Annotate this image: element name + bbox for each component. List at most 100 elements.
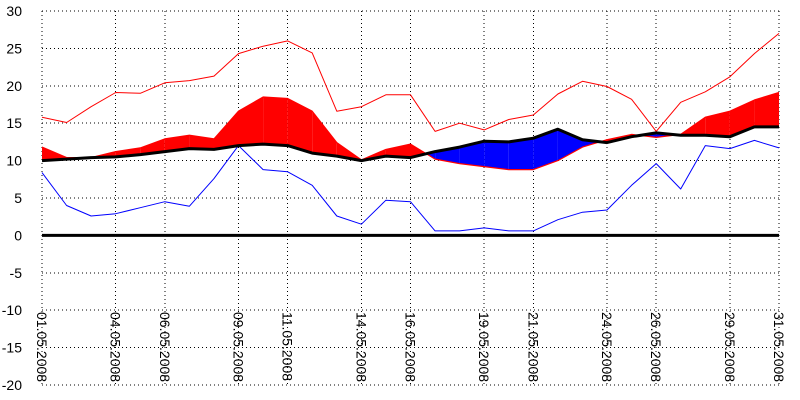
chart-series-lines [41, 33, 780, 237]
data-point-min [287, 171, 288, 172]
series-line-mean [41, 91, 780, 171]
data-point-min [66, 205, 67, 206]
data-point-min [508, 230, 509, 231]
data-point-min [435, 230, 436, 231]
data-point-mean [582, 147, 583, 148]
data-point-min [361, 224, 362, 225]
data-point-mean [435, 159, 436, 160]
data-point-min [582, 212, 583, 213]
y-axis-ticks: 30 25 20 15 10 5 0 -5 -10 -15 -20 [2, 3, 22, 393]
data-point-norm [115, 156, 116, 157]
data-point-mean [115, 151, 116, 152]
data-point-max [533, 114, 534, 115]
x-tick-label: 31.05.2008 [771, 312, 787, 382]
fill-above-norm [189, 135, 214, 150]
data-point-min [533, 230, 534, 231]
data-point-norm [66, 159, 67, 160]
data-point-max [557, 94, 558, 95]
data-point-mean [263, 97, 264, 98]
data-point-min [705, 145, 706, 146]
data-point-max [385, 94, 386, 95]
data-point-norm [705, 135, 706, 136]
data-point-mean [42, 147, 43, 148]
data-point-norm [582, 139, 583, 140]
data-point-max [680, 102, 681, 103]
data-point-min [680, 189, 681, 190]
x-axis-ticks: 01.05.2008 04.05.2008 06.05.2008 09.05.2008… [34, 312, 787, 382]
data-point-max [361, 106, 362, 107]
data-point-norm [484, 141, 485, 142]
data-point-norm [680, 135, 681, 136]
data-point-norm [435, 151, 436, 152]
data-point-max [66, 122, 67, 123]
x-tick-label: 06.05.2008 [157, 312, 173, 382]
data-point-norm [263, 144, 264, 145]
data-point-min [213, 178, 214, 179]
y-tick-label: 0 [14, 227, 22, 243]
fill-below-norm [484, 141, 509, 170]
y-tick-label: 25 [6, 40, 22, 56]
fill-above-norm [312, 111, 337, 157]
series-line-min [41, 139, 780, 232]
data-point-max [312, 52, 313, 53]
data-point-min [238, 145, 239, 146]
series-line-norm [41, 125, 779, 163]
x-tick-label: 11.05.2008 [280, 312, 296, 381]
data-point-norm [754, 126, 755, 127]
y-tick-label: 20 [6, 78, 22, 94]
y-tick-label: 5 [14, 190, 22, 206]
fill-above-norm [140, 138, 165, 155]
data-point-mean [656, 137, 657, 138]
data-point-max [656, 131, 657, 132]
data-point-max [779, 33, 780, 34]
data-point-min [312, 185, 313, 186]
fill-below-norm [533, 129, 558, 170]
data-point-max [631, 99, 632, 100]
data-point-norm [729, 136, 730, 137]
x-tick-label: 04.05.2008 [108, 312, 124, 382]
data-point-min [42, 172, 43, 173]
fill-above-norm [705, 111, 730, 137]
data-point-max [410, 94, 411, 95]
data-point-norm [533, 138, 534, 139]
y-tick-label: -10 [2, 302, 22, 318]
data-point-mean [213, 138, 214, 139]
x-tick-label: 29.05.2008 [722, 312, 738, 382]
data-point-norm [459, 147, 460, 148]
data-point-mean [484, 166, 485, 167]
data-point-min [557, 219, 558, 220]
data-point-max [238, 53, 239, 54]
data-point-max [213, 76, 214, 77]
data-point-max [115, 92, 116, 93]
data-point-max [729, 76, 730, 77]
data-point-norm [336, 156, 337, 157]
data-point-min [410, 201, 411, 202]
data-point-mean [607, 139, 608, 140]
y-tick-label: 15 [6, 115, 22, 131]
data-point-mean [312, 111, 313, 112]
fill-below-norm [508, 138, 534, 170]
data-point-max [91, 106, 92, 107]
data-point-max [484, 129, 485, 130]
fill-above-norm [214, 111, 239, 150]
data-point-min [164, 201, 165, 202]
data-point-mean [164, 138, 165, 139]
data-point-max [164, 82, 165, 83]
data-point-mean [729, 111, 730, 112]
fill-above-norm [729, 100, 755, 137]
data-point-max [705, 91, 706, 92]
data-point-min [189, 206, 190, 207]
data-point-norm [779, 126, 780, 127]
data-point-norm [189, 148, 190, 149]
data-point-norm [140, 154, 141, 155]
data-point-min [115, 213, 116, 214]
data-point-norm [361, 160, 362, 161]
data-point-min [779, 147, 780, 148]
data-point-norm [213, 149, 214, 150]
data-point-norm [42, 160, 43, 161]
data-point-mean [66, 157, 67, 158]
y-tick-label: -20 [2, 377, 22, 393]
fill-above-norm [164, 135, 190, 152]
data-point-norm [557, 129, 558, 130]
